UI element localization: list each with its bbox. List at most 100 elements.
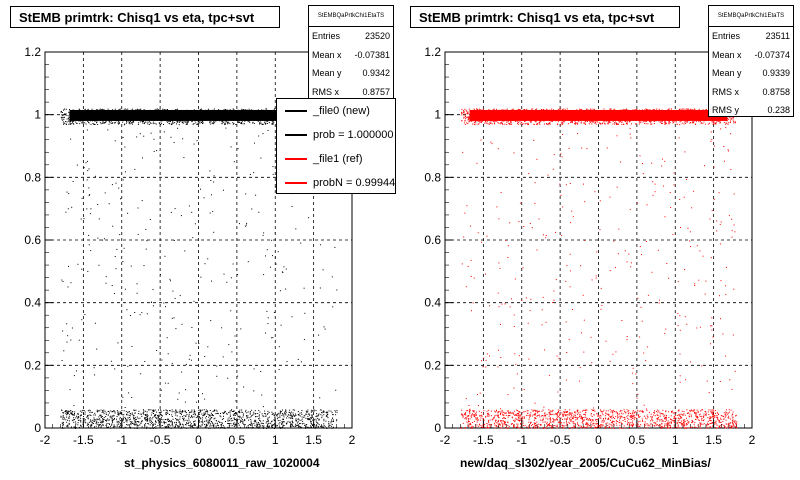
data-point xyxy=(121,418,122,420)
data-point xyxy=(73,421,75,423)
data-point xyxy=(224,123,226,125)
data-point xyxy=(540,120,542,122)
data-point xyxy=(222,412,224,414)
data-point xyxy=(595,123,597,125)
data-point xyxy=(108,423,110,424)
data-point xyxy=(325,427,327,429)
data-point xyxy=(96,418,98,420)
data-point xyxy=(230,310,232,312)
data-point xyxy=(226,109,228,111)
data-point xyxy=(732,119,734,121)
data-point xyxy=(292,420,293,422)
data-point xyxy=(247,121,249,123)
data-point xyxy=(62,427,64,429)
data-point xyxy=(664,123,666,125)
data-point xyxy=(101,109,103,111)
data-point xyxy=(245,224,247,226)
data-point xyxy=(258,211,260,213)
data-point xyxy=(123,418,125,420)
data-point xyxy=(126,121,127,123)
data-point xyxy=(160,417,162,419)
data-point xyxy=(155,123,157,125)
data-point xyxy=(202,422,204,424)
data-point xyxy=(523,109,525,110)
x-tick-label: 0.5 xyxy=(229,433,246,447)
data-point xyxy=(656,424,658,426)
data-point xyxy=(194,424,195,426)
data-point xyxy=(158,409,159,411)
data-point xyxy=(222,425,224,427)
data-point xyxy=(672,121,674,122)
data-point xyxy=(468,108,470,110)
data-point xyxy=(517,426,519,428)
data-point xyxy=(291,411,293,413)
data-point xyxy=(145,121,147,123)
data-point xyxy=(209,121,211,123)
data-point xyxy=(103,411,105,413)
data-point xyxy=(589,427,591,429)
data-point xyxy=(162,427,164,429)
data-point xyxy=(130,422,132,424)
data-point xyxy=(295,420,297,422)
data-point xyxy=(216,420,217,422)
data-point xyxy=(84,108,86,110)
data-point xyxy=(678,109,680,110)
data-point xyxy=(96,423,98,425)
data-point xyxy=(492,121,494,122)
data-point xyxy=(243,423,245,425)
data-point xyxy=(714,123,716,125)
data-point xyxy=(177,127,179,129)
data-point xyxy=(161,359,163,361)
data-point xyxy=(227,423,229,424)
data-point xyxy=(604,123,606,125)
data-point xyxy=(467,123,469,124)
data-point xyxy=(205,411,207,412)
data-point xyxy=(73,405,75,407)
data-point xyxy=(266,421,268,423)
data-point xyxy=(305,410,307,412)
data-point xyxy=(326,412,328,414)
data-point xyxy=(496,108,497,110)
data-point xyxy=(230,277,232,279)
data-point xyxy=(603,108,605,110)
data-point xyxy=(272,426,273,428)
data-point xyxy=(125,418,127,420)
data-point xyxy=(75,421,77,423)
data-point xyxy=(220,416,222,418)
data-point xyxy=(601,123,603,125)
data-point xyxy=(201,121,202,123)
data-point xyxy=(594,120,596,122)
data-point xyxy=(117,411,119,413)
data-point xyxy=(174,208,176,210)
data-point xyxy=(143,123,145,125)
data-point xyxy=(511,121,512,123)
data-point xyxy=(301,413,303,415)
data-point xyxy=(636,109,638,111)
data-point xyxy=(117,413,119,414)
data-point xyxy=(172,425,174,427)
data-point xyxy=(177,425,179,426)
data-point xyxy=(171,414,173,416)
chart-title: StEMB primtrk: Chisq1 vs eta, tpc+svt xyxy=(10,6,280,28)
y-tick-label: 0 xyxy=(434,421,441,435)
data-point xyxy=(287,414,289,416)
data-point xyxy=(88,424,90,426)
data-point xyxy=(178,421,180,423)
data-point xyxy=(182,410,184,411)
data-point xyxy=(536,124,538,126)
data-point xyxy=(574,123,576,125)
data-point xyxy=(256,427,258,429)
data-point xyxy=(632,109,634,111)
data-point xyxy=(721,424,723,426)
data-point xyxy=(519,123,521,125)
data-point xyxy=(233,417,235,419)
data-point xyxy=(139,121,141,123)
data-point xyxy=(66,425,68,427)
data-point xyxy=(154,409,156,411)
legend-item-probn: probN = 0.999445 xyxy=(277,171,395,193)
data-point xyxy=(77,413,79,415)
data-point xyxy=(308,413,309,415)
data-point xyxy=(140,373,142,375)
data-point xyxy=(538,122,540,124)
data-point xyxy=(268,425,270,427)
